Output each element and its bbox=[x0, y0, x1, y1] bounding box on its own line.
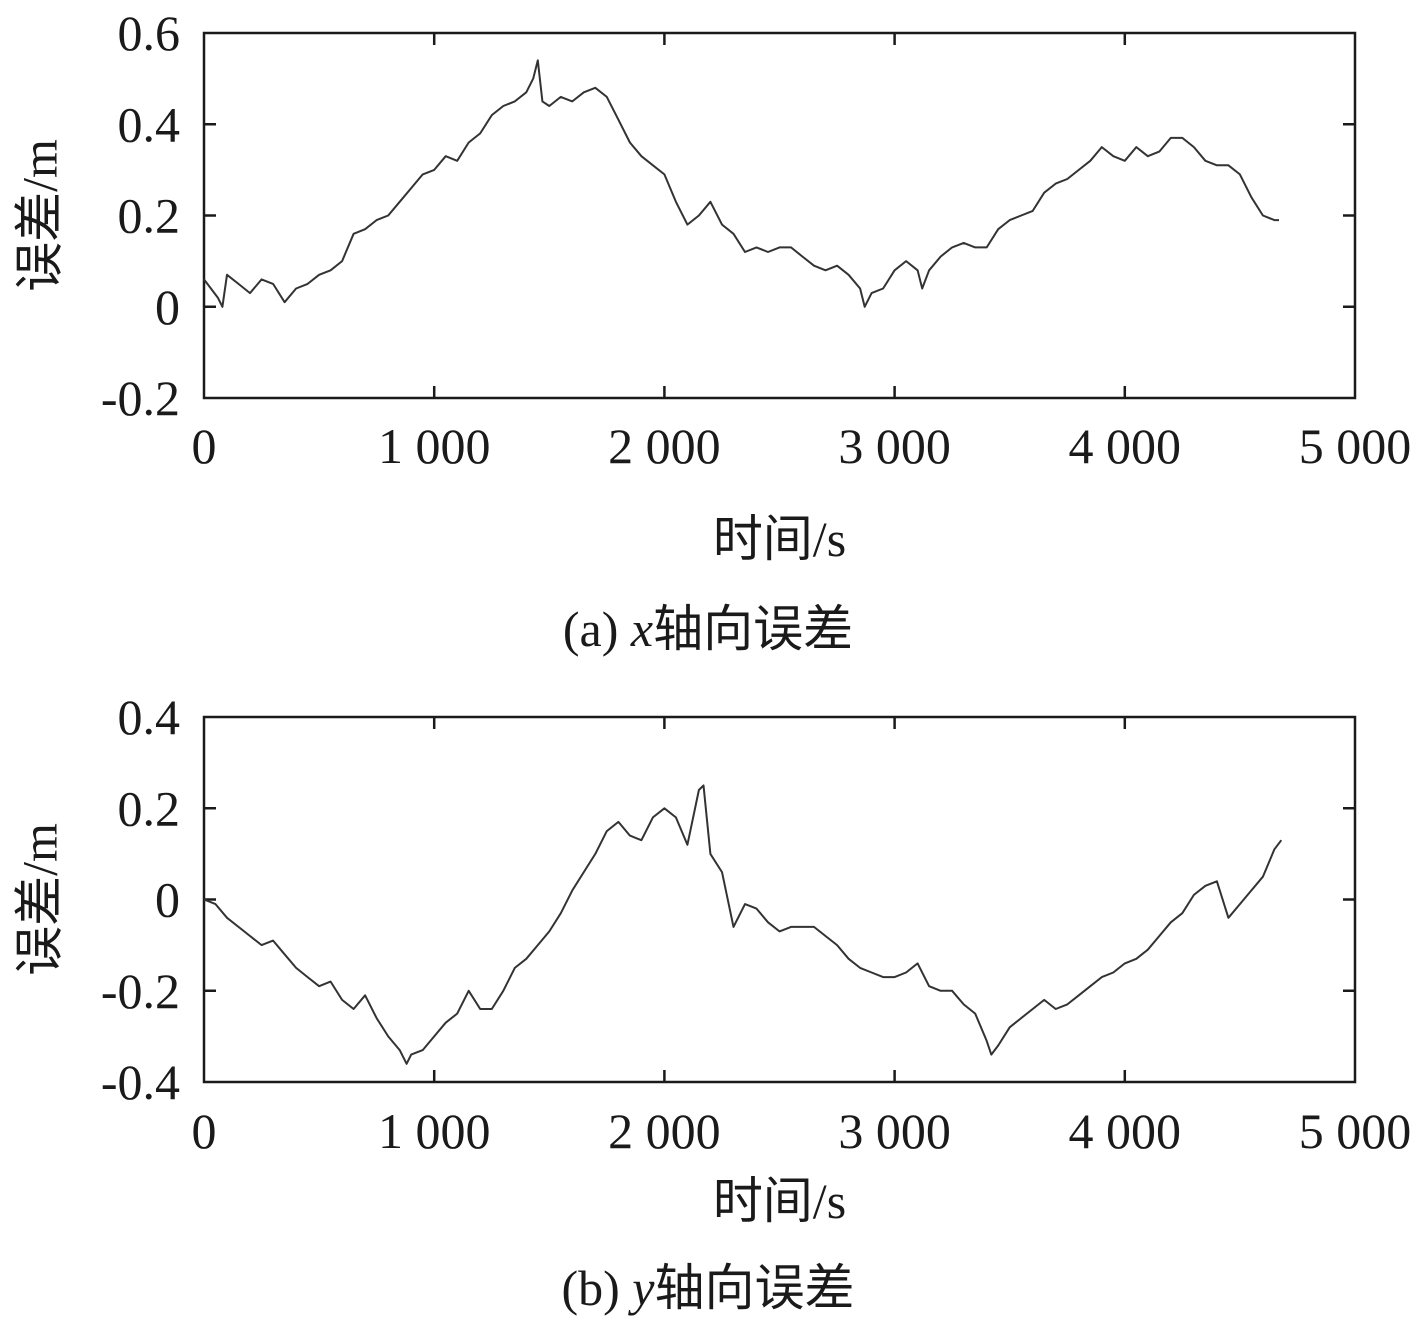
series-line bbox=[203, 59, 1279, 308]
y-tick-label: -0.4 bbox=[101, 1054, 180, 1110]
y-axis-label: 误差/m bbox=[11, 139, 67, 292]
x-tick-label: 3 000 bbox=[838, 1103, 951, 1159]
panel-b: 0 1 000 2 000 3 000 4 000 5 000 -0.4 -0.2 0 0.2 0… bbox=[11, 689, 1411, 1316]
plot-frame bbox=[202, 31, 1357, 400]
y-tick-label: -0.2 bbox=[101, 370, 180, 426]
y-tick-label: 0.4 bbox=[118, 689, 181, 745]
caption: (b) y轴向误差 bbox=[561, 1260, 854, 1316]
caption: (a) x轴向误差 bbox=[563, 601, 853, 657]
caption-variable: x bbox=[630, 601, 653, 657]
x-tick-label: 5 000 bbox=[1299, 418, 1412, 474]
caption-suffix: 轴向误差 bbox=[653, 601, 853, 657]
ticks bbox=[204, 33, 1355, 398]
caption-prefix: (a) bbox=[563, 601, 631, 657]
x-tick-label: 0 bbox=[192, 418, 217, 474]
x-tick-label: 2 000 bbox=[608, 1103, 721, 1159]
y-tick-label: 0.4 bbox=[118, 96, 181, 152]
x-tick-label: 4 000 bbox=[1069, 418, 1182, 474]
x-axis-label: 时间/s bbox=[713, 511, 846, 567]
y-tick-labels: -0.4 -0.2 0 0.2 0.4 bbox=[101, 689, 180, 1110]
ticks bbox=[204, 717, 1355, 1082]
x-axis-label: 时间/s bbox=[713, 1173, 846, 1229]
caption-suffix: 轴向误差 bbox=[655, 1260, 855, 1316]
x-tick-labels: 0 1 000 2 000 3 000 4 000 5 000 bbox=[192, 418, 1412, 474]
y-tick-label: 0 bbox=[155, 872, 180, 928]
x-tick-label: 5 000 bbox=[1299, 1103, 1412, 1159]
y-tick-labels: -0.2 0 0.2 0.4 0.6 bbox=[101, 5, 180, 426]
x-tick-label: 0 bbox=[192, 1103, 217, 1159]
caption-prefix: (b) bbox=[561, 1260, 632, 1316]
y-tick-label: 0.6 bbox=[118, 5, 181, 61]
caption-variable: y bbox=[627, 1260, 655, 1316]
y-tick-label: 0 bbox=[155, 279, 180, 335]
x-tick-label: 4 000 bbox=[1069, 1103, 1182, 1159]
x-tick-label: 3 000 bbox=[838, 418, 951, 474]
y-tick-label: 0.2 bbox=[118, 780, 181, 836]
x-tick-labels: 0 1 000 2 000 3 000 4 000 5 000 bbox=[192, 1103, 1412, 1159]
y-axis-label: 误差/m bbox=[11, 823, 67, 976]
series-line bbox=[203, 784, 1283, 1065]
y-tick-label: -0.2 bbox=[101, 963, 180, 1019]
x-tick-label: 1 000 bbox=[378, 418, 491, 474]
plot-frame bbox=[202, 715, 1357, 1084]
x-tick-label: 2 000 bbox=[608, 418, 721, 474]
x-tick-label: 1 000 bbox=[378, 1103, 491, 1159]
y-tick-label: 0.2 bbox=[118, 188, 181, 244]
